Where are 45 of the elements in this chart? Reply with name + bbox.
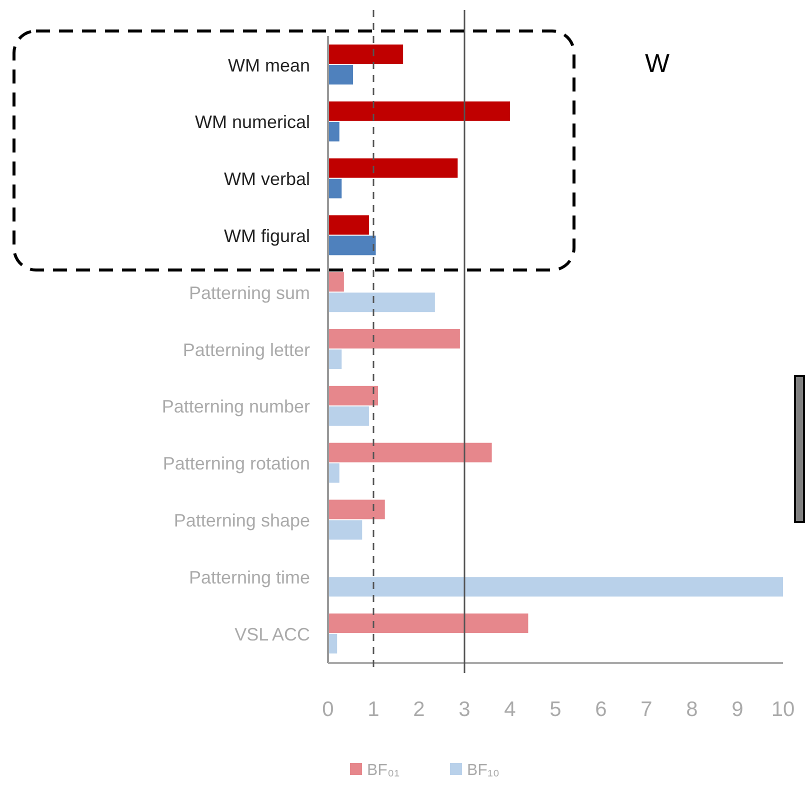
- bar: [328, 350, 342, 369]
- x-tick-label: 7: [640, 698, 652, 721]
- y-tick-label: Patterning time: [188, 567, 310, 588]
- bar: [328, 272, 344, 292]
- x-tick-label: 0: [322, 698, 334, 721]
- y-tick-label: WM verbal: [224, 169, 310, 190]
- bar: [328, 236, 376, 256]
- bar: [328, 500, 385, 520]
- bar: [328, 101, 510, 121]
- x-tick-label: 4: [504, 698, 516, 721]
- bar: [328, 406, 369, 426]
- bar: [328, 577, 783, 597]
- bar: [328, 463, 340, 483]
- bar: [328, 215, 369, 235]
- y-tick-label: WM figural: [224, 226, 310, 246]
- x-tick-label: 5: [550, 698, 562, 721]
- y-tick-label: WM mean: [228, 55, 310, 76]
- bar: [328, 614, 528, 633]
- x-tick-label: 2: [413, 698, 425, 721]
- text: W: [645, 48, 670, 78]
- bar: [328, 122, 340, 142]
- bar: [328, 520, 362, 540]
- bar: [328, 292, 435, 312]
- bar: [328, 442, 492, 462]
- legend-label: BF₀₁: [367, 762, 400, 779]
- bar: [328, 178, 342, 198]
- x-tick-label: 10: [771, 698, 795, 721]
- x-tick-label: 6: [595, 698, 607, 721]
- bar: [328, 158, 458, 178]
- bar: [328, 386, 378, 406]
- y-tick-label: Patterning sum: [188, 282, 310, 303]
- y-tick-label: VSL ACC: [234, 624, 310, 644]
- x-tick-label: 1: [368, 698, 380, 721]
- bar: [328, 65, 354, 84]
- y-tick-label: Patterning letter: [182, 340, 310, 360]
- x-tick-label: 9: [732, 698, 744, 721]
- bar: [328, 329, 460, 348]
- y-tick-label: Patterning shape: [174, 510, 310, 530]
- bar: [328, 44, 404, 64]
- x-tick-label: 3: [458, 698, 470, 721]
- y-tick-label: Patterning rotation: [162, 454, 310, 474]
- y-tick-label: Patterning number: [162, 396, 310, 417]
- y-tick-label: WM numerical: [194, 112, 310, 132]
- legend-label: BF₁₀: [467, 762, 500, 779]
- x-tick-label: 8: [686, 698, 698, 721]
